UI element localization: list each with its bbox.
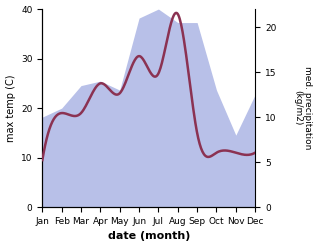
Y-axis label: med. precipitation
(kg/m2): med. precipitation (kg/m2) (293, 66, 313, 150)
Y-axis label: max temp (C): max temp (C) (5, 74, 16, 142)
X-axis label: date (month): date (month) (107, 231, 190, 242)
